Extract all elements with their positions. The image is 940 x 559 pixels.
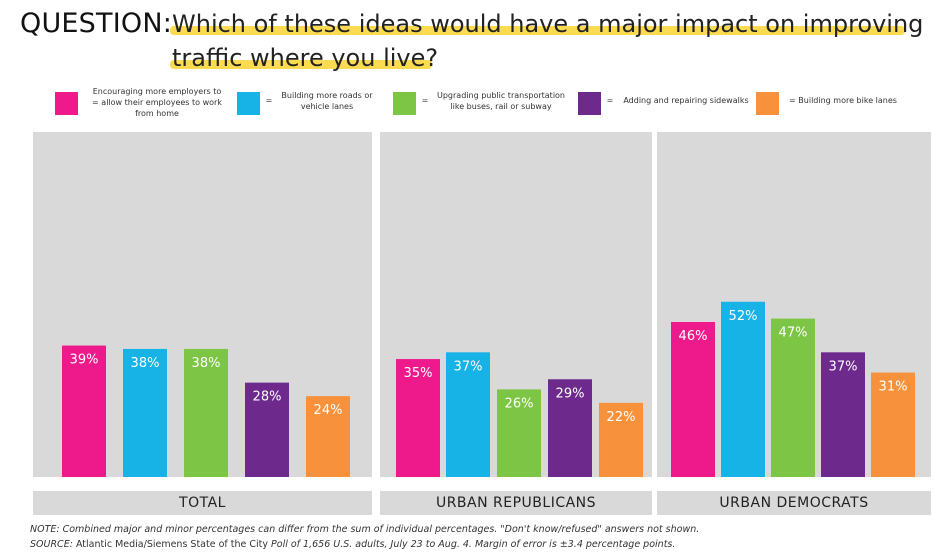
legend-label: Upgrading public transportation bbox=[437, 91, 565, 100]
legend-label: like buses, rail or subway bbox=[450, 102, 552, 111]
highlight-stroke bbox=[170, 26, 905, 35]
chart-legend: Encouraging more employers to = allow th… bbox=[0, 87, 940, 136]
legend-label: Adding and repairing sidewalks bbox=[623, 96, 749, 105]
legend-swatch bbox=[55, 92, 78, 115]
legend-label: Encouraging more employers to bbox=[92, 87, 222, 96]
panel-urban-republicans bbox=[380, 132, 652, 477]
legend-label: = allow their employees to work bbox=[92, 98, 222, 107]
source-name: Atlantic Media/Siemens State of the City bbox=[75, 539, 268, 550]
legend-equals: = bbox=[421, 96, 429, 105]
footnote: NOTE: Combined major and minor percentag… bbox=[30, 524, 700, 535]
legend-swatch bbox=[578, 92, 601, 115]
legend-swatch bbox=[756, 92, 779, 115]
question-text-line-1: Which of these ideas would have a major … bbox=[172, 10, 924, 38]
question-header: QUESTION: Which of these ideas would hav… bbox=[20, 4, 930, 84]
legend-label: Building more roads or bbox=[281, 91, 373, 100]
source-line: SOURCE: Atlantic Media/Siemens State of … bbox=[30, 539, 675, 550]
panel-urban-democrats bbox=[657, 132, 931, 477]
group-label-urban-democrats: URBAN DEMOCRATS bbox=[657, 491, 931, 515]
legend-equals: = bbox=[265, 96, 273, 105]
source-details: Poll of 1,656 U.S. adults, July 23 to Au… bbox=[271, 539, 676, 550]
source-label: SOURCE: bbox=[30, 539, 73, 550]
question-text-line-2: traffic where you live? bbox=[172, 44, 439, 72]
group-label-total: TOTAL bbox=[33, 491, 372, 515]
legend-swatch bbox=[237, 92, 260, 115]
question-label: QUESTION: bbox=[20, 8, 173, 39]
legend-label: vehicle lanes bbox=[300, 102, 354, 111]
panel-total bbox=[33, 132, 372, 477]
legend-label: from home bbox=[135, 109, 179, 118]
group-label-urban-republicans: URBAN REPUBLICANS bbox=[380, 491, 652, 515]
legend-label: = Building more bike lanes bbox=[789, 96, 897, 105]
highlight-stroke bbox=[170, 60, 432, 69]
legend-swatch bbox=[393, 92, 416, 115]
legend-equals: = bbox=[606, 96, 614, 105]
